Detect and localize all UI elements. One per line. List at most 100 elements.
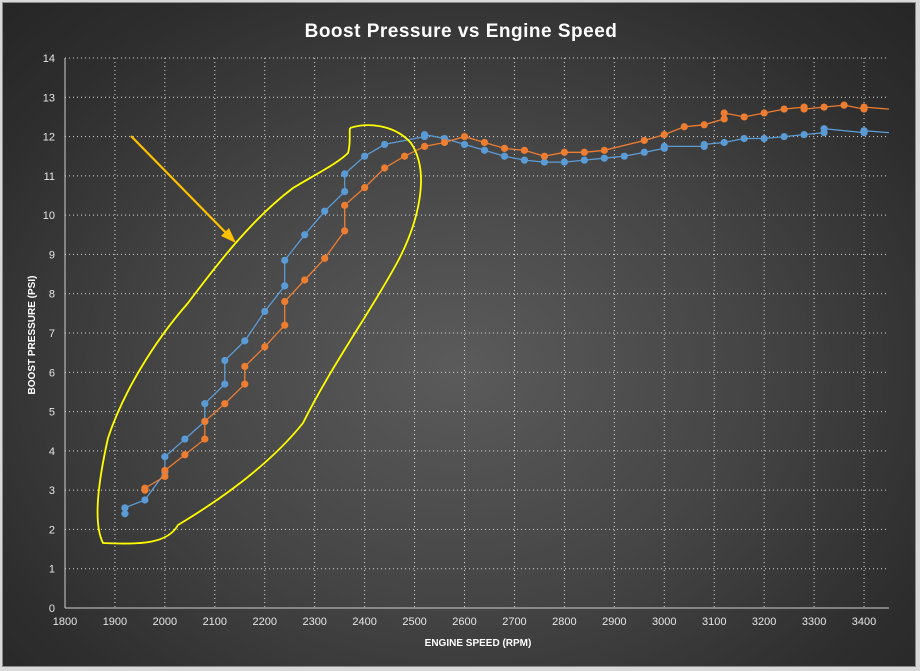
series-1-point bbox=[161, 453, 169, 461]
series-1-point bbox=[381, 140, 389, 149]
series-lines bbox=[124, 104, 890, 514]
y-tick-label: 13 bbox=[43, 92, 55, 104]
x-tick-label: 2000 bbox=[153, 616, 177, 628]
series-1-point bbox=[420, 131, 429, 139]
series-2-point bbox=[261, 343, 269, 351]
series-1-point bbox=[600, 154, 608, 162]
y-tick-label: 11 bbox=[44, 171, 55, 183]
arrow-head-annotation bbox=[221, 228, 236, 243]
series-1-point bbox=[780, 132, 788, 141]
y-tick-label: 5 bbox=[49, 407, 55, 419]
x-tick-label: 2900 bbox=[602, 616, 626, 628]
gridlines bbox=[65, 57, 889, 608]
series-1-point bbox=[221, 356, 229, 365]
series-1-point bbox=[361, 152, 369, 160]
series-1-point bbox=[500, 152, 509, 160]
series-2-point bbox=[600, 146, 608, 154]
series-1-point bbox=[560, 158, 568, 166]
series-1-point bbox=[281, 256, 289, 264]
x-tick-label: 3200 bbox=[752, 616, 776, 628]
y-tick-label: 4 bbox=[49, 446, 55, 458]
x-tick-label: 3400 bbox=[852, 616, 876, 628]
series-2-point bbox=[780, 105, 788, 113]
series-2-point bbox=[540, 152, 549, 160]
series-points bbox=[121, 101, 868, 518]
series-2-point bbox=[480, 138, 489, 147]
x-tick-label: 2200 bbox=[253, 616, 277, 628]
x-tick-label: 1900 bbox=[103, 616, 127, 628]
series-2-point bbox=[660, 131, 668, 139]
x-tick-label: 2800 bbox=[552, 616, 576, 628]
series-1-point bbox=[460, 140, 469, 149]
series-2-point bbox=[580, 148, 588, 156]
y-tick-label: 0 bbox=[49, 603, 55, 615]
series-2-point bbox=[520, 146, 529, 154]
series-2-point bbox=[201, 435, 209, 443]
series-2-point bbox=[640, 136, 648, 145]
y-tick-label: 12 bbox=[43, 132, 55, 144]
series-2-point bbox=[201, 417, 209, 425]
series-1-point bbox=[700, 140, 708, 149]
series-2-point bbox=[400, 152, 409, 160]
series-1-point bbox=[121, 504, 129, 512]
series-1-point bbox=[620, 152, 628, 160]
series-2-point bbox=[740, 113, 748, 121]
series-1-point bbox=[520, 156, 529, 164]
series-1-point bbox=[720, 138, 728, 147]
series-1-point bbox=[321, 207, 329, 215]
series-1-point bbox=[640, 148, 648, 156]
series-1-point bbox=[201, 400, 209, 408]
series-1-point bbox=[660, 142, 668, 150]
y-axis-label: BOOST PRESSURE (PSI) bbox=[27, 276, 38, 395]
series-2-point bbox=[321, 254, 329, 262]
series-1-point bbox=[540, 158, 549, 166]
series-1-point bbox=[820, 125, 828, 133]
series-2-point bbox=[460, 132, 469, 141]
series-2-point bbox=[500, 144, 509, 152]
series-2-point bbox=[141, 484, 149, 492]
series-1-point bbox=[800, 131, 808, 139]
x-tick-label: 3100 bbox=[702, 616, 726, 628]
y-tick-label: 6 bbox=[49, 367, 55, 379]
series-1-point bbox=[281, 282, 289, 290]
y-tick-label: 9 bbox=[49, 249, 55, 261]
series-2-point bbox=[161, 466, 169, 475]
series-2-point bbox=[341, 201, 349, 209]
series-2-point bbox=[281, 297, 289, 306]
series-2-point bbox=[840, 101, 848, 109]
y-tick-label: 10 bbox=[43, 210, 55, 222]
x-tick-label: 1800 bbox=[53, 616, 77, 628]
series-2-point bbox=[281, 321, 289, 329]
series-2-point bbox=[440, 138, 449, 147]
x-tick-label: 3000 bbox=[652, 616, 676, 628]
x-tick-label: 2400 bbox=[352, 616, 376, 628]
series-2-point bbox=[221, 400, 229, 408]
series-2-point bbox=[181, 451, 189, 459]
series-2-point bbox=[341, 227, 349, 235]
series-2-point bbox=[560, 148, 568, 156]
x-tick-label: 2500 bbox=[402, 616, 426, 628]
series-2-point bbox=[800, 105, 808, 113]
series-1-point bbox=[261, 307, 269, 315]
x-tick-label: 2100 bbox=[203, 616, 227, 628]
chart-canvas: Boost Pressure vs Engine Speed 1800 1900 2… bbox=[27, 21, 890, 649]
series-1-point bbox=[480, 146, 489, 154]
x-axis-label: ENGINE SPEED (RPM) bbox=[425, 638, 532, 649]
series-2-point bbox=[760, 109, 768, 117]
series-2-point bbox=[680, 123, 688, 131]
series-1-point bbox=[301, 231, 309, 239]
series-1-point bbox=[341, 187, 349, 196]
x-tick-labels: 1800 1900 2000 2100 2200 2300 2400 2500 2600 2700… bbox=[53, 616, 877, 628]
arrow-shaft-annotation bbox=[130, 135, 233, 240]
series-1-point bbox=[141, 496, 149, 504]
series-2-point bbox=[381, 164, 389, 172]
series-1-point bbox=[341, 170, 349, 178]
series-1-point bbox=[121, 510, 129, 518]
chart-title: Boost Pressure vs Engine Speed bbox=[305, 21, 618, 42]
x-tick-label: 2300 bbox=[302, 616, 326, 628]
y-tick-label: 14 bbox=[43, 53, 55, 65]
series-2-point bbox=[420, 142, 429, 150]
y-tick-label: 2 bbox=[49, 524, 55, 536]
